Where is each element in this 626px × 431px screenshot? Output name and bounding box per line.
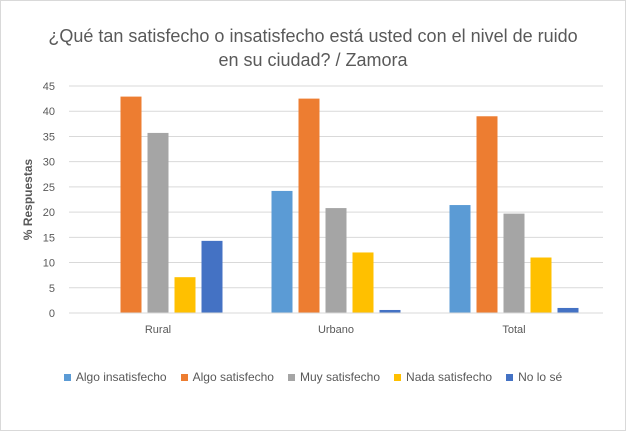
- bar-1-0: [120, 96, 142, 314]
- bar-2-0: [147, 132, 169, 313]
- bar-3-2: [530, 257, 552, 313]
- legend-label: Nada satisfecho: [406, 370, 493, 384]
- legend-item: No lo sé: [506, 370, 562, 384]
- legend-swatch: [180, 373, 188, 381]
- y-tick-label: 45: [43, 81, 55, 93]
- legend-label: Muy satisfecho: [299, 370, 381, 384]
- y-tick-label: 15: [43, 232, 55, 244]
- legend-label: Algo satisfecho: [192, 370, 274, 384]
- bar-3-1: [352, 252, 374, 313]
- legend-swatch: [287, 373, 295, 381]
- y-tick-label: 35: [43, 131, 55, 143]
- chart-title: ¿Qué tan satisfecho o insatisfecho está …: [48, 26, 578, 70]
- legend-swatch: [63, 373, 71, 381]
- bar-2-2: [503, 213, 525, 313]
- chart-legend: Algo insatisfecho Algo satisfecho Muy sati…: [0, 370, 626, 384]
- legend-item: Nada satisfecho: [394, 370, 492, 384]
- bar-1-1: [298, 98, 320, 313]
- legend-label: No lo sé: [518, 370, 563, 384]
- legend-item: Algo insatisfecho: [63, 370, 167, 384]
- x-tick-label: Total: [502, 324, 525, 336]
- bar-3-0: [174, 277, 196, 313]
- bar-0-2: [449, 205, 471, 313]
- x-tick-label: Urbano: [318, 324, 354, 336]
- y-tick-label: 40: [43, 106, 55, 118]
- legend-item: Muy satisfecho: [287, 370, 381, 384]
- bar-2-1: [325, 208, 347, 313]
- x-tick-label: Rural: [145, 324, 171, 336]
- bar-0-1: [271, 190, 293, 313]
- y-tick-label: 25: [43, 182, 55, 194]
- legend-item: Algo satisfecho: [180, 370, 274, 384]
- bar-4-2: [557, 307, 579, 313]
- y-tick-label: 5: [49, 283, 55, 295]
- legend-swatch: [394, 373, 402, 381]
- y-tick-label: 30: [43, 157, 55, 169]
- y-tick-label: 10: [43, 258, 55, 270]
- legend-label: Algo insatisfecho: [75, 370, 167, 384]
- y-tick-label: 0: [49, 308, 55, 320]
- legend-swatch: [506, 373, 514, 381]
- y-tick-label: 20: [43, 207, 55, 219]
- bar-4-1: [379, 309, 401, 313]
- bar-4-0: [201, 240, 223, 313]
- bar-1-2: [476, 116, 498, 314]
- y-axis-label: % Respuestas: [21, 158, 35, 240]
